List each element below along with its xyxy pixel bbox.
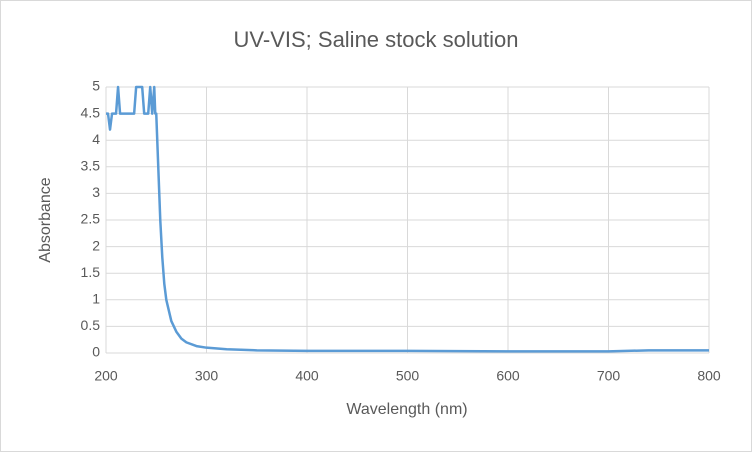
x-tick-label: 800 [697, 368, 721, 384]
y-tick-label: 4.5 [81, 104, 101, 120]
y-tick-label: 1 [92, 291, 100, 307]
y-tick-label: 0.5 [81, 317, 101, 333]
x-tick-label: 700 [597, 368, 621, 384]
x-tick-label: 300 [195, 368, 219, 384]
x-tick-label: 400 [295, 368, 319, 384]
y-tick-label: 0 [92, 344, 100, 360]
y-axis-title: Absorbance [37, 177, 54, 262]
x-axis-title: Wavelength (nm) [346, 401, 467, 418]
y-tick-label: 1.5 [81, 264, 101, 280]
x-tick-label: 500 [396, 368, 420, 384]
x-tick-label: 600 [496, 368, 520, 384]
y-tick-label: 3 [92, 184, 100, 200]
y-tick-label: 5 [92, 78, 100, 94]
x-tick-label: 200 [94, 368, 118, 384]
y-tick-label: 3.5 [81, 158, 101, 174]
y-tick-label: 2.5 [81, 211, 101, 227]
y-tick-label: 4 [92, 131, 100, 147]
y-tick-label: 2 [92, 237, 100, 253]
chart-title: UV-VIS; Saline stock solution [234, 27, 519, 52]
data-line [106, 85, 709, 353]
